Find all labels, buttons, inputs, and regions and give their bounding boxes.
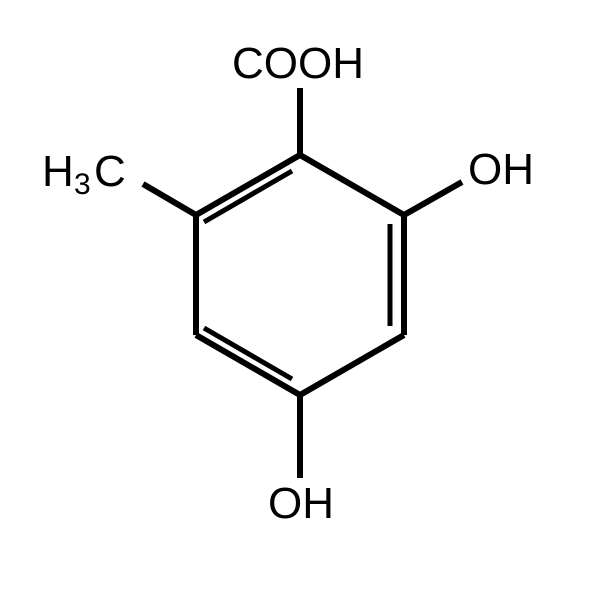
bond-1-2 xyxy=(300,155,404,215)
bond-4-5 xyxy=(196,335,300,395)
label-h3c-h: H xyxy=(42,147,74,196)
bond-6-1 xyxy=(196,155,300,215)
label-h3c-3: 3 xyxy=(74,168,91,201)
label-cooh: COOH xyxy=(232,39,364,88)
bond-to-oh2 xyxy=(404,182,462,215)
bond-to-ch3 xyxy=(143,184,196,215)
double-bond-4-5 xyxy=(204,328,292,379)
double-bond-6-1 xyxy=(204,171,292,222)
label-h3c-c: C xyxy=(94,147,126,196)
label-oh-4: OH xyxy=(268,479,334,528)
molecule-diagram: COOH OH OH H 3 C xyxy=(0,0,600,600)
bond-3-4 xyxy=(300,335,404,395)
label-oh-2: OH xyxy=(468,145,534,194)
